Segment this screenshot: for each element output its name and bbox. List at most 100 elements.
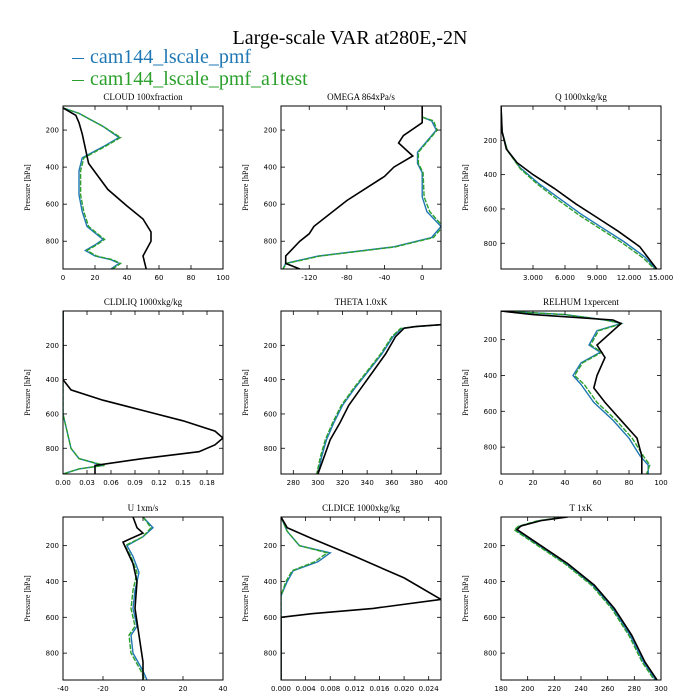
- series-line-obs: [121, 517, 145, 680]
- x-tick-label: 0: [499, 479, 503, 487]
- y-tick-label: 200: [484, 336, 497, 344]
- series-line-a1test: [124, 517, 152, 680]
- y-tick-label: 600: [46, 410, 59, 418]
- x-tick-label: 260: [601, 685, 614, 693]
- legend-swatch-pmf: [72, 57, 84, 59]
- x-tick-label: 80: [625, 479, 634, 487]
- series-line-pmf: [317, 324, 441, 474]
- series-line-a1test: [282, 116, 441, 269]
- series-line-pmf: [63, 311, 104, 474]
- x-tick-label: 180: [494, 685, 507, 693]
- y-tick-label: 400: [484, 578, 497, 586]
- panel-title: THETA 1.0xK: [335, 297, 388, 307]
- panel-title: CLOUD 100xfraction: [103, 92, 183, 102]
- y-tick-label: 400: [264, 164, 277, 172]
- legend-swatch-a1test: [72, 79, 84, 81]
- x-tick-label: 80: [187, 274, 196, 282]
- series-line-a1test: [501, 106, 656, 269]
- x-tick-label: -40: [379, 274, 390, 282]
- x-tick-label: 240: [574, 685, 587, 693]
- panel-4: THETA 1.0xK Pressure [hPa] 280 300 320 340 360…: [241, 297, 448, 487]
- panel-0: CLOUD 100xfraction Pressure [hPa] 0 20 40 60 8…: [23, 92, 230, 282]
- y-axis-label: Pressure [hPa]: [461, 369, 470, 416]
- series-line-pmf: [281, 517, 332, 680]
- y-tick-label: 600: [484, 614, 497, 622]
- series-line-pmf: [514, 517, 657, 680]
- x-tick-label: 100: [654, 479, 667, 487]
- y-tick-label: 600: [46, 614, 59, 622]
- x-tick-label: 60: [155, 274, 164, 282]
- y-tick-label: 800: [46, 650, 59, 658]
- y-tick-label: 200: [484, 137, 497, 145]
- panel-frame: [62, 310, 224, 475]
- x-tick-label: 400: [434, 479, 447, 487]
- x-tick-label: 0: [61, 274, 65, 282]
- x-tick-label: 380: [410, 479, 423, 487]
- x-tick-label: 0.016: [369, 685, 390, 693]
- x-tick-label: 0.024: [419, 685, 440, 693]
- y-tick-label: 400: [484, 372, 497, 380]
- series-line-pmf: [126, 517, 154, 680]
- y-tick-label: 600: [46, 201, 59, 209]
- x-tick-label: 0.03: [79, 479, 95, 487]
- y-tick-label: 600: [264, 201, 277, 209]
- x-tick-label: 0.008: [320, 685, 340, 693]
- panel-frame: [500, 516, 662, 681]
- legend-item-a1test: cam144_lscale_pmf_a1test: [72, 68, 308, 91]
- x-tick-label: 40: [123, 274, 132, 282]
- panel-title: CLDICE 1000xkg/kg: [322, 503, 400, 513]
- series-line-obs: [515, 517, 658, 680]
- x-tick-label: 100: [216, 274, 229, 282]
- panel-5: RELHUM 1xpercent Pressure [hPa] 0 20 40 60 80 1…: [461, 297, 668, 487]
- y-tick-label: 200: [46, 342, 59, 350]
- legend-label-pmf: cam144_lscale_pmf: [90, 46, 252, 68]
- series-line-obs: [317, 323, 441, 474]
- x-tick-label: 12.000: [617, 274, 642, 282]
- series-line-pmf: [501, 106, 657, 269]
- x-tick-label: 6.000: [555, 274, 575, 282]
- x-tick-label: 0.020: [394, 685, 414, 693]
- series-line-pmf: [501, 311, 649, 474]
- panel-title: RELHUM 1xpercent: [543, 297, 619, 307]
- y-tick-label: 400: [46, 376, 59, 384]
- x-tick-label: 200: [521, 685, 534, 693]
- y-tick-label: 200: [264, 127, 277, 135]
- panel-frame: [280, 310, 442, 475]
- x-tick-label: 0.12: [151, 479, 167, 487]
- x-tick-label: 340: [360, 479, 373, 487]
- legend-item-pmf: cam144_lscale_pmf: [72, 46, 251, 69]
- y-tick-label: 800: [46, 238, 59, 246]
- x-tick-label: -20: [97, 685, 108, 693]
- x-tick-label: 40: [219, 685, 228, 693]
- x-tick-label: 320: [336, 479, 349, 487]
- series-line-a1test: [316, 324, 441, 474]
- y-axis-label: Pressure [hPa]: [461, 164, 470, 211]
- y-axis-label: Pressure [hPa]: [23, 575, 32, 622]
- y-tick-label: 200: [484, 542, 497, 550]
- y-axis-label: Pressure [hPa]: [23, 369, 32, 416]
- y-tick-label: 600: [484, 408, 497, 416]
- panel-2: Q 1000xkg/kg Pressure [hPa] 3.000 6.000 9.00…: [461, 92, 673, 282]
- panel-title: Q 1000xkg/kg: [555, 92, 607, 102]
- x-tick-label: 0.06: [103, 479, 119, 487]
- x-tick-label: 20: [91, 274, 100, 282]
- x-tick-label: 280: [628, 685, 641, 693]
- y-tick-label: 200: [264, 342, 277, 350]
- series-line-a1test: [63, 107, 122, 269]
- x-tick-label: 220: [548, 685, 561, 693]
- y-tick-label: 800: [264, 445, 277, 453]
- panel-1: OMEGA 864xPa/s Pressure [hPa] -120 -80 -40 0 2…: [241, 92, 442, 282]
- x-tick-label: 300: [654, 685, 667, 693]
- panel-frame: [62, 105, 224, 270]
- panel-6: U 1xm/s Pressure [hPa] -40 -20 0 20 40 200 400 60…: [23, 503, 227, 693]
- x-tick-label: 20: [179, 685, 188, 693]
- series-line-obs: [501, 311, 643, 474]
- x-tick-label: 9.000: [587, 274, 607, 282]
- x-tick-label: 0.00: [55, 479, 71, 487]
- panel-7: CLDICE 1000xkg/kg Pressure [hPa] 0.000 0.00…: [241, 503, 442, 693]
- y-axis-label: Pressure [hPa]: [461, 575, 470, 622]
- x-tick-label: 0.000: [271, 685, 291, 693]
- y-axis-label: Pressure [hPa]: [241, 369, 250, 416]
- panel-3: CLDLIQ 1000xkg/kg Pressure [hPa] 0.00 0.03 0…: [23, 297, 224, 487]
- y-tick-label: 800: [46, 445, 59, 453]
